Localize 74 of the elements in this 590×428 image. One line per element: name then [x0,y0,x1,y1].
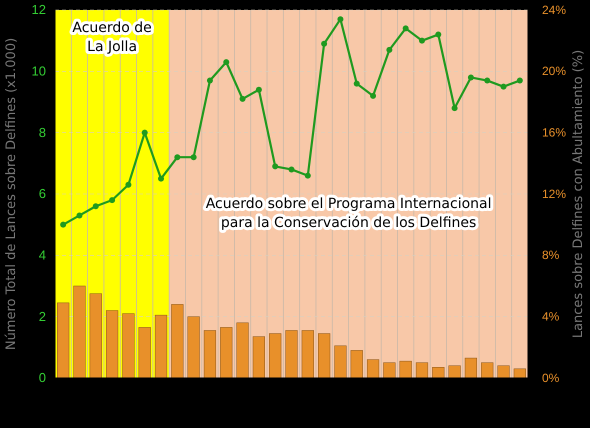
bar [334,346,347,378]
y-tick-label: 12 [32,2,46,18]
point [321,40,328,47]
point [516,78,523,84]
bar [204,330,216,378]
point [174,154,180,160]
y2-tick-label: 24% [542,2,566,17]
bar [416,362,428,378]
point [418,38,425,44]
bar [350,350,363,378]
point [158,176,164,182]
y-tick-label: 10 [32,63,46,78]
point [288,166,294,172]
point [484,78,490,84]
y2-tick-label: 8% [542,248,560,262]
point [60,222,66,228]
bar [154,314,168,378]
point [76,212,82,218]
bar [73,286,86,378]
y2-tick-label: 4% [542,310,560,324]
bar [269,333,282,378]
point [256,86,262,93]
y2-tick-label: 12% [542,186,566,201]
y2-tick-label: 0% [542,370,560,385]
bar [302,330,314,378]
y-tick-label: 4 [38,247,46,262]
bar [318,333,330,378]
point [452,105,458,112]
y-axis-title: Número Total de Lances sobre Delfines (x1.000) [4,38,19,350]
bar [400,360,412,378]
bar [90,293,102,378]
point [370,92,376,99]
bar [57,302,70,378]
point [206,78,213,84]
bar [366,359,380,378]
point [337,16,344,22]
point [402,25,409,32]
point [386,46,392,53]
bar [432,367,444,378]
point [92,203,99,210]
bar [138,327,151,378]
bar [464,358,478,378]
bar [188,316,200,378]
bar [514,368,526,378]
point [272,163,278,170]
annotation: Acuerdo sobre el Programa Internacional para la Conservación de los Delfines [206,196,492,231]
y2-tick-label: 16% [542,126,566,140]
bar [383,362,396,378]
y-tick-label: 2 [38,308,46,324]
point [125,182,132,188]
bar [285,330,298,378]
y-tick-label: 6 [38,186,46,202]
point [354,80,360,87]
bar [252,336,265,378]
point [109,197,116,204]
bar [448,365,461,378]
y-tick-label: 8 [38,124,46,140]
bar [171,304,184,378]
y-tick-label: 0 [38,370,46,386]
bar [236,322,249,378]
bar [106,310,118,378]
point [435,32,442,38]
point [468,74,474,80]
point [223,59,230,66]
bar [481,362,494,378]
point [240,96,246,102]
bar [220,327,232,378]
bar [497,365,510,378]
y2-tick-label: 20% [542,64,566,78]
point [304,172,311,179]
y2-axis-title: Lances sobre Delfines con Abultamiento (%) [571,50,586,338]
point [190,154,197,160]
bar [122,313,135,378]
point [500,84,507,90]
